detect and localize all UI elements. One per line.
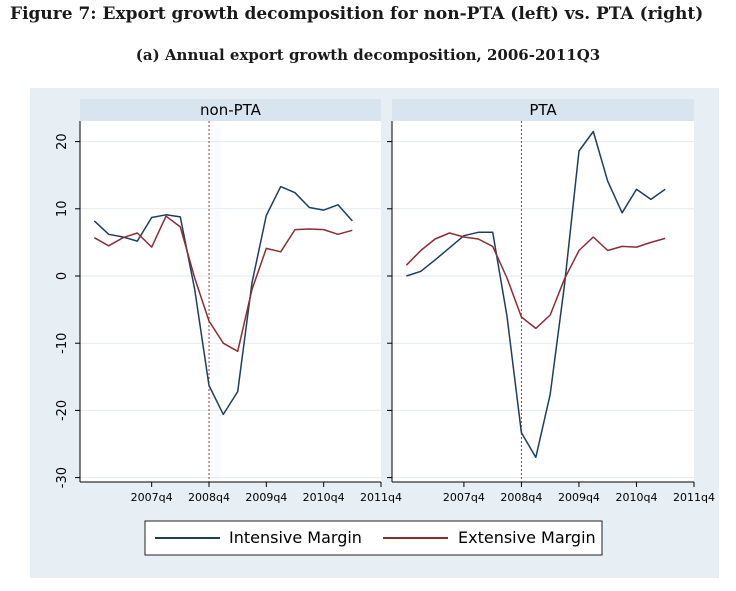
x-tick-label: 2008q4 <box>188 491 230 504</box>
x-tick-label: 2007q4 <box>131 491 173 504</box>
y-tick-label: -20 <box>55 400 70 421</box>
panel-title: PTA <box>529 101 557 119</box>
x-tick-label: 2009q4 <box>558 491 600 504</box>
panel-0: non-PTA -30 -20 -10 0 10 20 2007q4 2008q4 2009q4 2… <box>55 99 402 504</box>
figure-subtitle: (a) Annual export growth decomposition, … <box>135 46 601 64</box>
series-line-extensive <box>93 215 353 353</box>
plot-area <box>80 121 381 482</box>
x-tick-label: 2010q4 <box>615 491 657 504</box>
panel-strip <box>392 99 694 121</box>
legend-box <box>144 520 603 556</box>
legend-label-intensive: Intensive Margin <box>229 528 362 547</box>
x-tick-label: 2010q4 <box>303 491 345 504</box>
figure-title: Figure 7: Export growth decomposition fo… <box>10 4 704 24</box>
x-tick-label: 2011q4 <box>673 491 715 504</box>
panel-strip <box>80 99 381 121</box>
y-tick-label: 10 <box>55 201 70 218</box>
panel-1: PTA 2007q4 2008q4 2009q4 2010q4 2011q4 <box>387 99 715 504</box>
x-tick-label: 2011q4 <box>360 491 402 504</box>
x-tick-label: 2009q4 <box>245 491 287 504</box>
series-line-extensive <box>405 232 666 330</box>
y-tick-label: 0 <box>55 272 70 280</box>
legend: Intensive Margin Extensive Margin <box>144 520 603 556</box>
panel-title: non-PTA <box>200 101 262 119</box>
y-tick-label: -30 <box>55 467 70 488</box>
y-tick-label: 20 <box>55 133 70 150</box>
series-line-intensive <box>93 185 353 416</box>
y-tick-label: -10 <box>55 333 70 354</box>
series-line-intensive <box>406 130 666 459</box>
plot-area <box>392 121 694 482</box>
x-tick-label: 2008q4 <box>500 491 542 504</box>
x-tick-label: 2007q4 <box>443 491 485 504</box>
legend-label-extensive: Extensive Margin <box>458 528 596 547</box>
